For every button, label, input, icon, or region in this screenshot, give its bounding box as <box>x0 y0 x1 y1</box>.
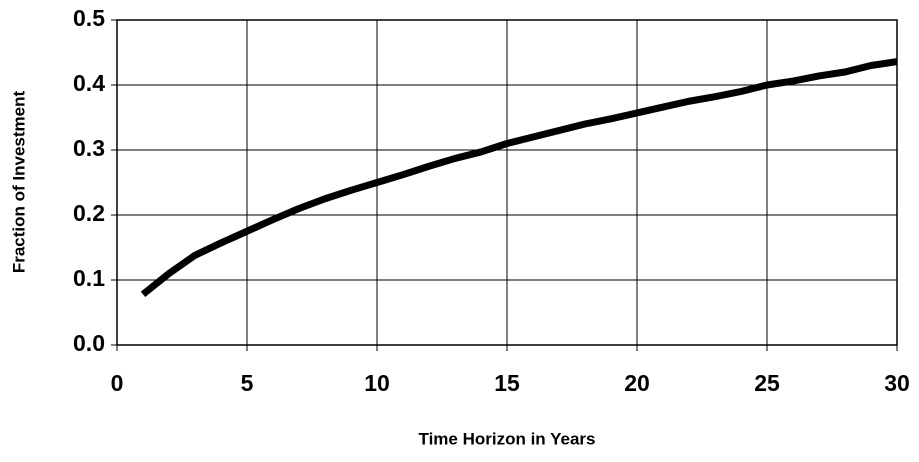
plot-frame <box>116 19 898 346</box>
data-line <box>140 58 898 298</box>
x-tick-label: 25 <box>754 370 780 396</box>
y-tick-label: 0.5 <box>73 5 105 31</box>
x-tick-label: 20 <box>624 370 650 396</box>
y-tick-label: 0.2 <box>73 200 105 226</box>
x-tick-label: 10 <box>364 370 390 396</box>
x-tick-label: 15 <box>494 370 520 396</box>
y-tick-label: 0.3 <box>73 135 105 161</box>
x-tick-label: 30 <box>884 370 910 396</box>
x-tick-label: 5 <box>241 370 254 396</box>
y-tick-label: 0.1 <box>73 265 105 291</box>
y-tick-label: 0.4 <box>73 70 105 96</box>
x-tick-label: 0 <box>111 370 124 396</box>
x-axis-label: Time Horizon in Years <box>419 429 596 448</box>
y-axis-label: Fraction of Investment <box>9 91 28 274</box>
y-tick-label: 0.0 <box>73 330 105 356</box>
